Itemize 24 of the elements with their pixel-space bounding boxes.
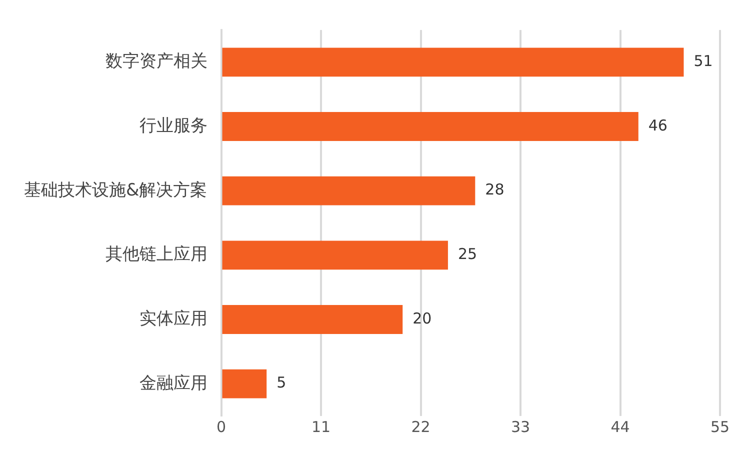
data-label: 46 xyxy=(648,116,668,134)
bar xyxy=(222,369,267,398)
data-label: 5 xyxy=(276,374,286,392)
bar xyxy=(222,240,448,270)
data-label: 25 xyxy=(458,245,478,264)
y-tick-label: 数字资产相关 xyxy=(105,52,208,72)
y-tick-label: 基础技术设施&解决方案 xyxy=(24,180,208,200)
bar xyxy=(222,48,684,77)
x-tick-label: 11 xyxy=(311,418,331,436)
x-tick-label: 55 xyxy=(710,418,730,436)
x-tick-label: 22 xyxy=(411,418,430,436)
data-label: 20 xyxy=(412,309,432,328)
x-tick-label: 44 xyxy=(610,418,630,436)
y-tick-label: 实体应用 xyxy=(139,308,208,329)
bar xyxy=(222,176,476,206)
bar xyxy=(222,305,403,334)
x-tick-label: 0 xyxy=(216,418,226,436)
bar xyxy=(222,112,638,141)
y-tick-label: 行业服务 xyxy=(139,116,208,136)
y-tick-label: 其他链上应用 xyxy=(105,244,208,265)
data-label: 51 xyxy=(694,52,713,70)
y-tick-label: 金融应用 xyxy=(139,373,208,394)
data-label: 28 xyxy=(485,180,504,199)
x-tick-label: 33 xyxy=(510,418,530,436)
